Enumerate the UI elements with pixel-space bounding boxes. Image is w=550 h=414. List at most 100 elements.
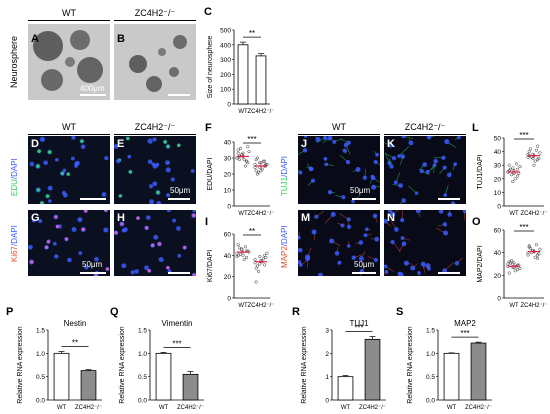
dapi-nucleus	[447, 212, 452, 217]
dapi-nucleus	[74, 164, 78, 168]
dapi-nucleus	[364, 227, 369, 232]
dapi-nucleus	[121, 263, 127, 269]
letter-j: J	[301, 138, 308, 150]
letter-c: C	[204, 6, 212, 18]
edu-cell	[36, 164, 40, 168]
dapi-nucleus	[63, 193, 68, 198]
x-tick-label: WT	[447, 405, 457, 411]
edu-cell	[36, 188, 40, 192]
edu-cell	[40, 201, 44, 204]
significance-stars: ***	[460, 329, 469, 338]
y-axis-label: TUJ1/DAPI	[477, 154, 484, 189]
dapi-nucleus	[29, 161, 35, 167]
data-point	[261, 159, 265, 163]
bar	[470, 342, 487, 401]
ki67-cell	[114, 231, 118, 235]
image-a-wt-neurosphere	[28, 24, 110, 100]
data-point	[243, 245, 247, 249]
dapi-nucleus	[311, 178, 316, 183]
data-point	[255, 264, 259, 268]
edu-cell	[80, 139, 84, 143]
x-tick-label: WT	[238, 109, 248, 115]
dapi-nucleus	[450, 201, 456, 204]
y-tick-label: 200	[220, 72, 231, 79]
dapi-nucleus	[177, 253, 182, 258]
dapi-nucleus	[43, 160, 48, 166]
image-g-wt-ki67	[28, 210, 110, 276]
y-tick-label: 20	[494, 273, 502, 280]
dapi-nucleus	[176, 226, 181, 231]
y-tick-label: 1.0	[36, 351, 45, 358]
dapi-nucleus	[346, 244, 351, 248]
dapi-nucleus	[400, 218, 405, 223]
scale-bar-g	[80, 272, 106, 274]
data-point	[516, 268, 520, 272]
y-tick-label: 10	[494, 190, 502, 197]
dapi-nucleus	[170, 177, 175, 182]
dapi-nucleus	[314, 214, 319, 219]
data-point	[253, 258, 257, 262]
dapi-nucleus	[80, 144, 86, 149]
significance-stars: ***	[247, 135, 256, 144]
dapi-nucleus	[144, 265, 149, 271]
dapi-nucleus	[116, 158, 121, 164]
y-tick-label: 40	[224, 253, 232, 260]
dapi-nucleus	[330, 211, 336, 217]
data-point	[518, 266, 522, 271]
y-tick-label: 0	[227, 296, 231, 303]
data-point	[533, 255, 537, 259]
header-wt-j: WT	[298, 120, 380, 135]
significance-stars: ***	[519, 131, 528, 140]
data-point	[511, 179, 515, 184]
bar	[155, 352, 172, 401]
letter-m: M	[301, 212, 311, 224]
data-point	[526, 253, 530, 257]
dapi-nucleus	[393, 180, 398, 185]
x-tick-label: ZC4H2⁻/⁻	[247, 211, 274, 217]
dapi-nucleus	[305, 256, 311, 262]
scale-label-e: 50μm	[170, 186, 191, 195]
bar	[443, 352, 460, 401]
chart-i: 0 20 40 60 Ki67/DAPI WT ZC4H2⁻/⁻ **	[207, 227, 274, 309]
data-point	[537, 252, 541, 256]
letter-l: L	[472, 122, 479, 134]
dapi-text-edu: /DAPI	[10, 158, 19, 180]
dapi-nucleus	[419, 169, 424, 174]
data-point	[534, 148, 538, 152]
ki67-cell	[183, 245, 187, 250]
x-tick-label: ZC4H2⁻/⁻	[465, 405, 492, 411]
dapi-nucleus	[192, 210, 196, 213]
dapi-nucleus	[410, 265, 416, 271]
dapi-nucleus	[441, 155, 446, 160]
dapi-nucleus	[71, 227, 77, 232]
y-tick-label: 0.0	[426, 398, 435, 405]
dapi-nucleus	[346, 140, 351, 145]
letter-p: P	[6, 306, 14, 318]
x-tick-label: ZC4H2⁻/⁻	[520, 211, 547, 217]
dapi-nucleus	[54, 157, 59, 162]
letter-n: N	[387, 212, 395, 224]
data-point	[528, 147, 532, 151]
ki67-cell	[64, 237, 69, 241]
ki67-cell	[166, 266, 170, 270]
y-tick-label: 20	[494, 176, 502, 183]
y-tick-label: 50	[494, 136, 502, 143]
data-point	[254, 280, 258, 284]
dapi-nucleus	[401, 241, 407, 247]
dapi-nucleus	[31, 218, 36, 223]
x-tick-label: WT	[238, 303, 248, 309]
ki67-cell	[192, 273, 196, 276]
y-tick-label: 400	[220, 42, 231, 49]
y-tick-label: 1.0	[138, 351, 147, 358]
dapi-nucleus	[114, 144, 119, 149]
dapi-nucleus	[48, 199, 52, 203]
y-tick-label: 1	[325, 374, 329, 381]
y-tick-label: 60	[224, 232, 232, 239]
dapi-nucleus	[400, 236, 405, 240]
data-point	[518, 165, 522, 169]
dapi-nucleus	[317, 272, 323, 276]
ki67-cell	[81, 227, 85, 232]
scale-bar-n	[438, 272, 460, 274]
dapi-nucleus	[146, 215, 151, 220]
dapi-nucleus	[420, 261, 426, 267]
